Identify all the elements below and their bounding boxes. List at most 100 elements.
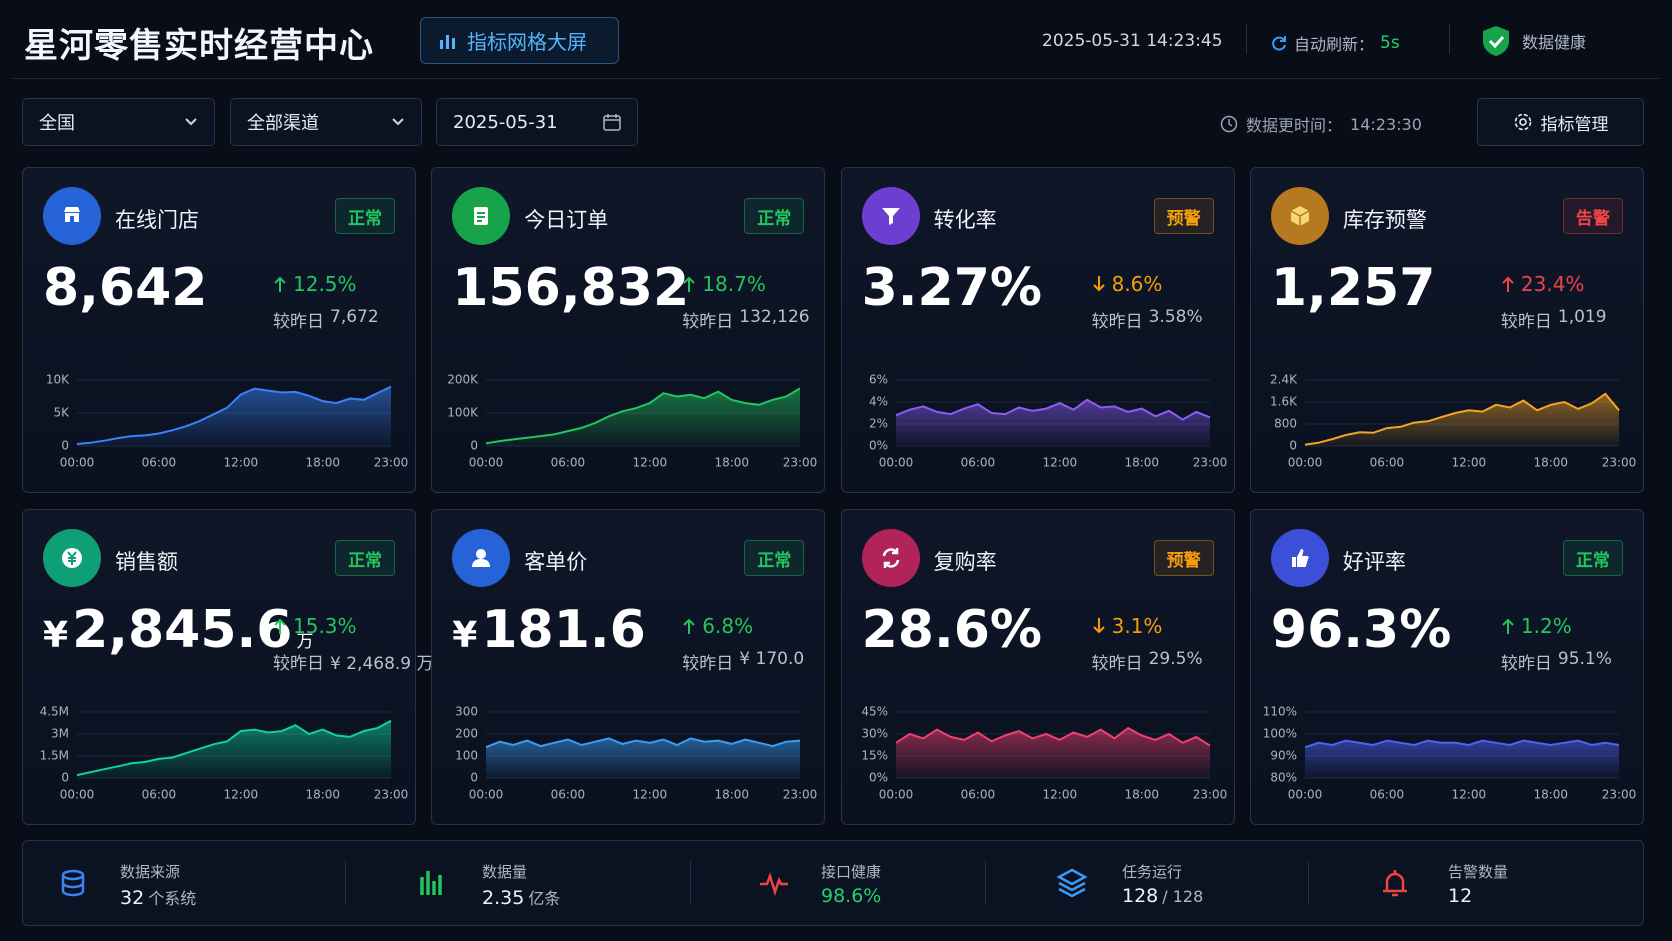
x-tick-label: 00:00 bbox=[1288, 456, 1323, 470]
area bbox=[486, 388, 801, 446]
separator bbox=[345, 861, 346, 905]
status-badge: 正常 bbox=[335, 540, 395, 576]
sparkline: 80% 90% 100% 110% 00:00 06:00 12:00 18:00 23:00 bbox=[1263, 705, 1637, 802]
stat-item: 告警数量 12 bbox=[23, 841, 1643, 927]
y-tick-label: 0 bbox=[471, 771, 479, 785]
compare-value: 95.1% bbox=[1557, 649, 1612, 669]
stat-value: 2.35 亿条 bbox=[482, 885, 560, 909]
stat-unit: 个系统 bbox=[148, 889, 197, 908]
region-select[interactable]: 全国 bbox=[22, 98, 215, 146]
change-value: 1.2% bbox=[1520, 614, 1572, 638]
stat-icon bbox=[760, 872, 788, 897]
trend-arrow bbox=[1092, 618, 1105, 634]
change: 1.2% bbox=[1501, 614, 1572, 638]
stat-value: 32 个系统 bbox=[120, 885, 196, 909]
manage-button[interactable]: 指标管理 bbox=[1477, 98, 1644, 146]
x-tick-label: 18:00 bbox=[1533, 788, 1568, 802]
y-tick-label: 100K bbox=[448, 406, 480, 420]
y-tick-label: 6% bbox=[869, 373, 888, 387]
icon-glyph bbox=[472, 549, 491, 567]
channel-select[interactable]: 全部渠道 bbox=[230, 98, 422, 146]
arrow bbox=[274, 276, 286, 292]
stat-number: 2.35 bbox=[482, 887, 525, 909]
gear-icon bbox=[1514, 113, 1531, 131]
y-tick-label: 5K bbox=[53, 406, 70, 420]
arrow bbox=[274, 618, 286, 634]
x-tick-label: 00:00 bbox=[878, 788, 913, 802]
x-tick-label: 23:00 bbox=[1192, 788, 1227, 802]
stat-label: 数据量 bbox=[482, 863, 528, 881]
compare-value: 7,672 bbox=[330, 307, 379, 327]
metric-name: 今日订单 bbox=[524, 208, 609, 232]
trend-arrow bbox=[274, 276, 286, 292]
y-tick-label: 0% bbox=[869, 439, 888, 453]
y-tick-label: 4% bbox=[869, 395, 888, 409]
separator bbox=[1246, 24, 1247, 54]
metric-name: 客单价 bbox=[524, 550, 588, 574]
compare: 较昨日 3.58% bbox=[1092, 307, 1203, 332]
x-tick-label: 06:00 bbox=[960, 788, 995, 802]
compare: 较昨日 7,672 bbox=[273, 307, 379, 332]
compare-label: 较昨日 bbox=[273, 654, 324, 674]
view-badge[interactable]: 指标网格大屏 bbox=[420, 17, 619, 64]
stat-item: 接口健康 98.6% bbox=[23, 841, 1643, 927]
y-tick-label: 45% bbox=[861, 705, 888, 719]
x-tick-label: 06:00 bbox=[551, 788, 586, 802]
line bbox=[895, 726, 1211, 747]
health: 数据健康 bbox=[1482, 25, 1586, 57]
refresh-icon bbox=[1272, 36, 1286, 51]
change-value: 12.5% bbox=[293, 272, 357, 296]
sparkline: 0% 15% 30% 45% 00:00 06:00 12:00 18:00 23:00 bbox=[861, 705, 1227, 802]
metric-value: 3.27% bbox=[862, 258, 1042, 318]
value-number: 96.3% bbox=[1270, 600, 1452, 660]
y-tick-label: 0% bbox=[869, 771, 888, 785]
stat-unit: 亿条 bbox=[528, 889, 561, 908]
line bbox=[485, 737, 801, 749]
date-picker[interactable]: 2025-05-31 bbox=[436, 98, 638, 146]
y-tick-label: 100% bbox=[1263, 727, 1297, 741]
bar-icon bbox=[440, 34, 455, 49]
metric-value: 28.6% bbox=[862, 600, 1042, 660]
line bbox=[1304, 392, 1620, 446]
sparkline: 0 5K 10K 00:00 06:00 12:00 18:00 23:00 bbox=[46, 373, 409, 470]
change: 8.6% bbox=[1092, 272, 1162, 296]
x-tick-label: 06:00 bbox=[1370, 788, 1405, 802]
x-tick-label: 23:00 bbox=[374, 456, 409, 470]
x-tick-label: 00:00 bbox=[469, 456, 504, 470]
stat-number: 12 bbox=[1448, 885, 1473, 907]
value-number: 3.27% bbox=[861, 258, 1042, 318]
compare-value: 29.5% bbox=[1148, 649, 1203, 669]
metric-value: 156,832 bbox=[452, 258, 689, 318]
y-tick-label: 2% bbox=[869, 417, 888, 431]
area bbox=[1304, 393, 1619, 446]
metric-icon bbox=[861, 187, 920, 245]
area bbox=[77, 720, 391, 778]
y-tick-label: 0 bbox=[471, 439, 479, 453]
metric-name: 库存预警 bbox=[1342, 208, 1427, 232]
x-tick-label: 18:00 bbox=[715, 788, 750, 802]
y-tick-label: 0 bbox=[1289, 439, 1297, 453]
metric-icon bbox=[43, 187, 101, 245]
x-tick-label: 18:00 bbox=[715, 456, 750, 470]
value-number: 8,642 bbox=[43, 258, 208, 318]
sparkline: 0 100 200 300 00:00 06:00 12:00 18:00 23:00 bbox=[455, 705, 818, 802]
metric-card: 好评率 正常 96.3% 1.2% 较昨日 95.1% 80% 90% 100% 110% 00:0… bbox=[1249, 509, 1644, 825]
metric-icon bbox=[43, 529, 101, 587]
y-tick-label: 15% bbox=[861, 749, 888, 763]
area bbox=[486, 738, 801, 778]
change-value: 15.3% bbox=[293, 614, 357, 638]
line bbox=[76, 719, 392, 777]
datetime: 2025-05-31 14:23:45 bbox=[1042, 31, 1223, 51]
x-tick-label: 23:00 bbox=[783, 788, 818, 802]
metric-card: 转化率 预警 3.27% 8.6% 较昨日 3.58% 0% 2% 4% 6% 00:00 06:00… bbox=[840, 167, 1235, 493]
separator bbox=[1308, 861, 1309, 905]
x-tick-label: 18:00 bbox=[305, 788, 340, 802]
compare-value: ¥ 2,468.9 万 bbox=[330, 654, 434, 674]
arrow bbox=[1092, 618, 1105, 634]
x-tick-label: 12:00 bbox=[224, 788, 259, 802]
update-value: 14:23:30 bbox=[1350, 114, 1422, 134]
value-number: 2,845.6 bbox=[72, 600, 293, 660]
metric-icon bbox=[1270, 529, 1329, 587]
x-tick-label: 06:00 bbox=[1370, 456, 1405, 470]
clock-icon bbox=[1220, 115, 1238, 133]
